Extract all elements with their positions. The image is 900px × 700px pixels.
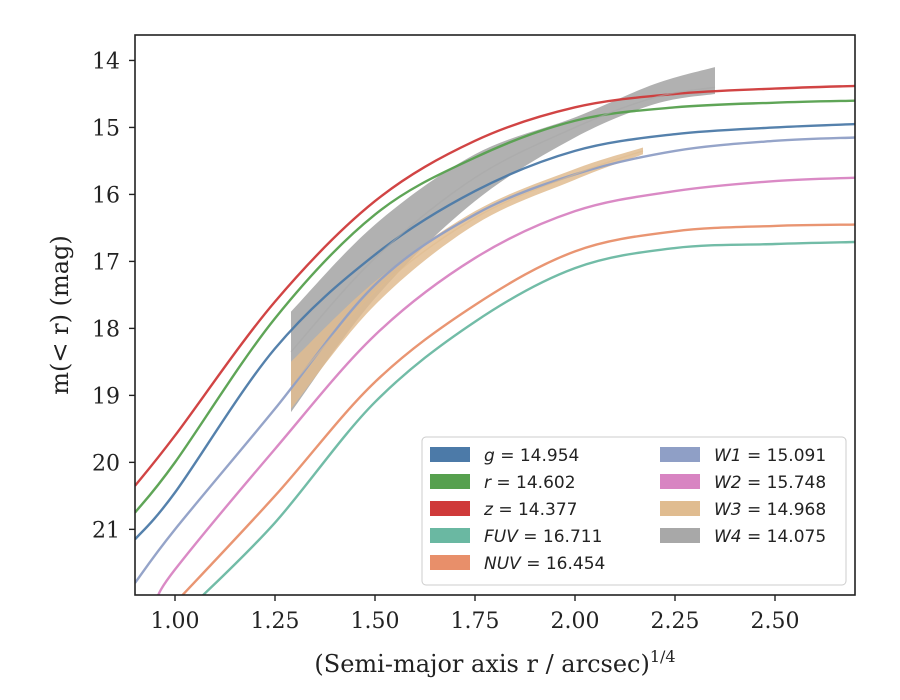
y-tick-label: 20 [92, 451, 120, 476]
y-tick-label: 18 [92, 317, 120, 342]
legend-swatch-g [430, 447, 470, 462]
x-tick-label: 1.00 [151, 609, 200, 634]
legend-label-g: g = 14.954 [484, 446, 579, 466]
legend-label-w4: W4 = 14.075 [714, 527, 826, 547]
series-line-w3 [290, 150, 644, 386]
x-axis-label: (Semi-major axis r / arcsec)1/4 [314, 647, 675, 678]
legend-swatch-nuv [430, 555, 470, 570]
series-line-w1 [135, 136, 855, 584]
y-tick-label: 19 [92, 384, 120, 409]
legend-label-w1: W1 = 15.091 [714, 446, 826, 466]
curves-layer [135, 67, 855, 595]
legend-swatch-w1 [660, 447, 700, 462]
series-line-fuv [201, 240, 855, 595]
legend: g = 14.954 r = 14.602 z = 14.377 FUV = 16.7… [421, 436, 847, 586]
legend-label-z: z = 14.377 [483, 500, 577, 520]
y-tick-label: 21 [92, 518, 120, 543]
legend-swatch-w2 [660, 474, 700, 489]
x-tick-label: 1.75 [451, 609, 500, 634]
x-tick-label: 1.25 [251, 609, 300, 634]
x-tick-label: 2.50 [751, 609, 800, 634]
series-line-g [135, 122, 855, 541]
y-tick-label: 14 [92, 49, 120, 74]
series-line-r [135, 99, 855, 514]
band-w4 [291, 67, 715, 413]
y-tick-label: 16 [92, 183, 120, 208]
legend-swatch-z [430, 501, 470, 516]
x-axis-label-main: (Semi-major axis r / arcsec) [314, 650, 649, 678]
legend-label-w3: W3 = 14.968 [714, 500, 826, 520]
y-tick-label: 17 [92, 250, 120, 275]
legend-swatch-w4 [660, 528, 700, 543]
x-tick-label: 2.00 [551, 609, 600, 634]
x-tick-label: 1.50 [351, 609, 400, 634]
legend-label-w2: W2 = 15.748 [714, 473, 826, 493]
series-line-w4 [290, 86, 716, 353]
legend-label-fuv: FUV = 16.711 [484, 527, 602, 547]
legend-swatch-fuv [430, 528, 470, 543]
series-line-w2 [156, 176, 855, 595]
legend-label-r: r = 14.602 [484, 473, 576, 493]
series-line-nuv [180, 223, 855, 595]
x-axis-label-sup: 1/4 [650, 647, 676, 666]
y-axis-label: m(< r) (mag) [46, 235, 74, 394]
plot-frame [134, 34, 856, 596]
legend-swatch-r [430, 474, 470, 489]
x-tick-label: 2.25 [651, 609, 700, 634]
series-line-z [135, 84, 855, 487]
legend-swatch-w3 [660, 501, 700, 516]
legend-label-nuv: NUV = 16.454 [484, 554, 605, 574]
y-tick-label: 15 [92, 116, 120, 141]
ticks-layer: 1.00 1.25 1.50 1.75 2.00 2.25 2.50 14 15 16 17 18 19… [92, 49, 799, 634]
legend-box [421, 436, 847, 586]
